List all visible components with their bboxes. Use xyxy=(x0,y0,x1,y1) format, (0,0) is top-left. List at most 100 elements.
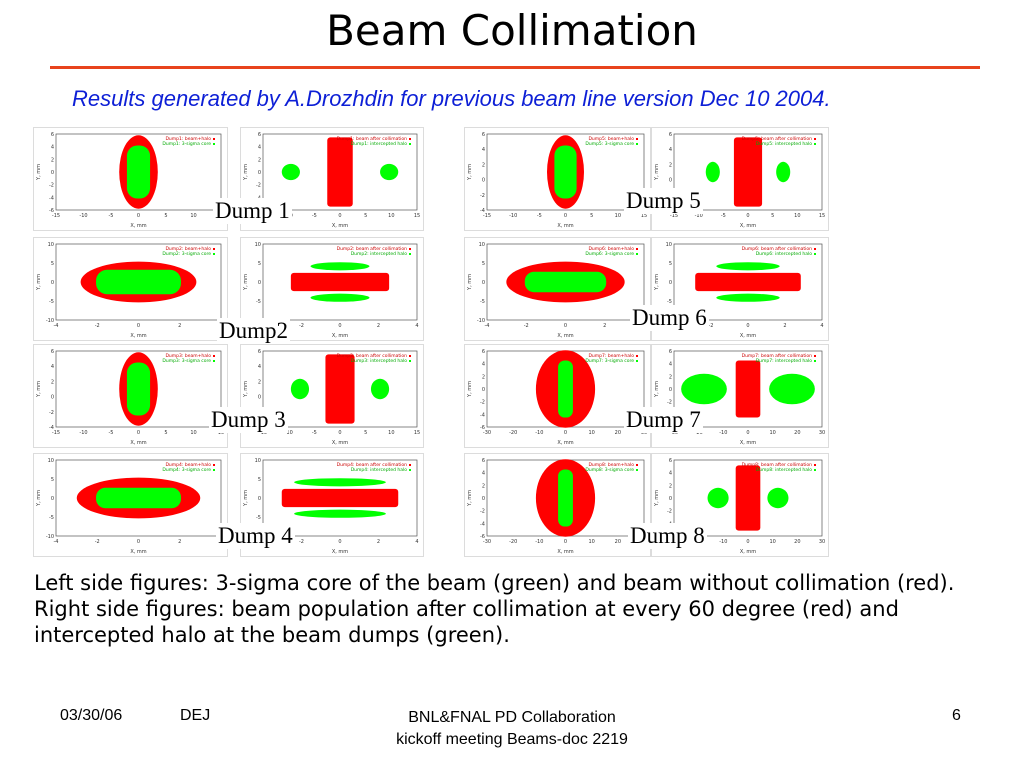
x-tick-label: 10 xyxy=(388,430,394,436)
y-tick-label: 10 xyxy=(666,242,672,248)
scatter-plot-svg: -15 -10 -5 0 5 10 15 6 4 2 0 -2 -4 X, mm Y, mm Dump5: b… xyxy=(467,132,647,229)
x-tick-label: 5 xyxy=(364,213,367,219)
legend-swatch-green xyxy=(814,360,816,362)
three-sigma-core xyxy=(126,145,151,199)
y-tick-label: 0 xyxy=(482,280,485,286)
y-tick-label: -6 xyxy=(480,534,485,540)
x-tick-label: -15 xyxy=(52,430,60,436)
x-axis-label: X, mm xyxy=(130,223,146,229)
y-tick-label: -2 xyxy=(49,410,54,416)
x-tick-label: -5 xyxy=(312,430,317,436)
y-tick-label: -2 xyxy=(49,183,54,189)
x-tick-label: -5 xyxy=(312,213,317,219)
legend-entry-red: Dump8: beam after collimation xyxy=(742,462,813,468)
x-tick-label: 10 xyxy=(190,213,196,219)
y-tick-label: 5 xyxy=(258,261,261,267)
dump-label-2: Dump2 xyxy=(217,318,290,344)
slide-caption: Left side figures: 3-sigma core of the b… xyxy=(34,571,955,647)
beam-after-collimation xyxy=(735,465,761,531)
beam-after-collimation xyxy=(695,272,801,292)
x-tick-label: 0 xyxy=(746,430,749,436)
x-tick-label: -15 xyxy=(670,213,678,219)
y-axis-label: Y, mm xyxy=(654,164,660,181)
x-tick-label: 5 xyxy=(771,213,774,219)
x-tick-label: -5 xyxy=(109,430,114,436)
y-tick-label: 2 xyxy=(482,374,485,380)
legend-swatch-red xyxy=(636,248,638,250)
x-axis-label: X, mm xyxy=(332,223,348,229)
intercepted-halo xyxy=(767,487,789,509)
intercepted-halo xyxy=(380,163,399,181)
legend-entry-red: Dump6: beam after collimation xyxy=(742,246,813,252)
legend-entry-red: Dump4: beam after collimation xyxy=(337,462,408,468)
legend-entry-red: Dump1: beam+halo xyxy=(165,136,211,142)
y-tick-label: 2 xyxy=(669,374,672,380)
y-axis-label: Y, mm xyxy=(467,490,473,507)
y-tick-label: 4 xyxy=(51,364,54,370)
legend-entry-red: Dump2: beam+halo xyxy=(165,246,211,252)
x-tick-label: -10 xyxy=(719,430,727,436)
legend-swatch-red xyxy=(814,464,816,466)
x-tick-label: 10 xyxy=(769,539,775,545)
y-tick-label: -4 xyxy=(480,208,485,214)
y-tick-label: 4 xyxy=(669,471,672,477)
intercepted-halo xyxy=(310,262,370,271)
legend-swatch-red xyxy=(213,138,215,140)
three-sigma-core xyxy=(558,360,573,418)
y-tick-label: 4 xyxy=(482,147,485,153)
y-tick-label: 10 xyxy=(255,242,261,248)
y-tick-label: 6 xyxy=(51,132,54,138)
legend-swatch-green xyxy=(636,469,638,471)
y-tick-label: 0 xyxy=(669,280,672,286)
x-axis-label: X, mm xyxy=(740,223,756,229)
x-tick-label: -4 xyxy=(485,323,490,329)
y-tick-label: 2 xyxy=(51,157,54,163)
y-axis-label: Y, mm xyxy=(654,274,660,291)
legend-entry-red: Dump7: beam+halo xyxy=(588,353,634,359)
intercepted-halo xyxy=(281,163,300,181)
x-tick-label: -2 xyxy=(299,323,304,329)
x-tick-label: 20 xyxy=(615,539,621,545)
x-tick-label: 0 xyxy=(746,213,749,219)
three-sigma-core xyxy=(96,269,181,295)
legend-entry-green: Dump3: 3-sigma core xyxy=(162,358,211,364)
legend-swatch-red xyxy=(213,355,215,357)
legend-entry-red: Dump7: beam after collimation xyxy=(742,353,813,359)
y-tick-label: 0 xyxy=(258,395,261,401)
x-tick-label: 20 xyxy=(615,430,621,436)
intercepted-halo xyxy=(716,293,780,302)
y-tick-label: 5 xyxy=(669,261,672,267)
x-tick-label: 15 xyxy=(414,430,420,436)
legend-entry-red: Dump3: beam+halo xyxy=(165,353,211,359)
x-tick-label: 5 xyxy=(364,430,367,436)
x-tick-label: 0 xyxy=(137,430,140,436)
plot-dump3-beam-halo: -15 -10 -5 0 5 10 15 6 4 2 0 -2 -4 X, mm Y, mm Dump3: b… xyxy=(33,344,228,448)
y-tick-label: 6 xyxy=(669,349,672,355)
title-divider xyxy=(50,66,980,69)
y-tick-label: 10 xyxy=(48,458,54,464)
legend-swatch-red xyxy=(636,138,638,140)
legend-swatch-red xyxy=(409,138,411,140)
legend-swatch-green xyxy=(636,360,638,362)
three-sigma-core xyxy=(558,469,573,527)
y-tick-label: 0 xyxy=(258,496,261,502)
x-tick-label: 0 xyxy=(564,323,567,329)
x-tick-label: -5 xyxy=(537,213,542,219)
y-axis-label: Y, mm xyxy=(467,274,473,291)
plot-dump5-beam-halo: -15 -10 -5 0 5 10 15 6 4 2 0 -2 -4 X, mm Y, mm Dump5: b… xyxy=(464,127,651,231)
dump-label-3: Dump 3 xyxy=(209,407,288,433)
legend-entry-red: Dump8: beam+halo xyxy=(588,462,634,468)
y-tick-label: 6 xyxy=(669,458,672,464)
y-tick-label: -2 xyxy=(667,400,672,406)
legend-swatch-red xyxy=(636,355,638,357)
legend-swatch-red xyxy=(409,248,411,250)
x-tick-label: -10 xyxy=(285,430,293,436)
y-tick-label: 0 xyxy=(482,178,485,184)
